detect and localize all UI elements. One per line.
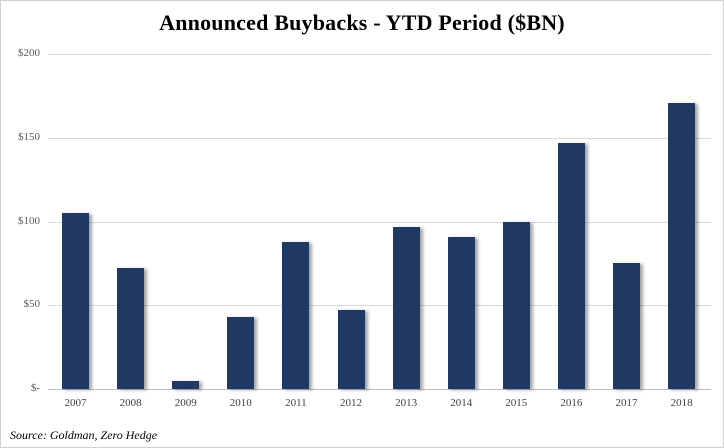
- gridline: [48, 305, 711, 307]
- bar-2008: [117, 268, 145, 389]
- bar-2018: [668, 102, 696, 389]
- bar-2016: [557, 142, 585, 389]
- bar-2012: [337, 310, 365, 389]
- y-tick-label: $-: [30, 382, 40, 394]
- bar-2013: [392, 226, 420, 389]
- x-tick-label: 2014: [450, 397, 473, 409]
- x-tick-label: 2015: [505, 397, 528, 409]
- gridline: [48, 54, 711, 55]
- x-tick-label: 2018: [670, 397, 693, 409]
- gridline: [48, 137, 711, 139]
- bar-2010: [227, 316, 255, 389]
- y-tick-label: $50: [23, 298, 41, 311]
- bar-2015: [502, 221, 530, 389]
- bar-2011: [282, 241, 310, 389]
- source-note: Source: Goldman, Zero Hedge: [10, 428, 158, 442]
- y-tick-label: $200: [18, 47, 40, 59]
- bar-2009: [172, 380, 200, 389]
- x-tick-label: 2016: [560, 397, 583, 409]
- x-tick-label: 2007: [64, 397, 87, 409]
- bar-2014: [447, 236, 475, 389]
- y-tick-label: $100: [18, 214, 40, 227]
- y-tick-label: $150: [18, 130, 40, 143]
- x-tick-label: 2011: [285, 397, 307, 409]
- gridline: [48, 221, 711, 223]
- x-tick-label: 2010: [229, 397, 252, 409]
- x-tick-label: 2017: [615, 397, 638, 409]
- x-axis-line: [48, 389, 711, 390]
- bar-2017: [613, 263, 640, 389]
- x-tick-label: 2013: [395, 397, 418, 409]
- x-tick-label: 2012: [340, 397, 362, 409]
- bar-2007: [62, 213, 89, 389]
- x-tick-label: 2008: [119, 397, 142, 409]
- plot-area: [48, 54, 711, 390]
- x-tick-label: 2009: [174, 397, 197, 409]
- chart-title: Announced Buybacks - YTD Period ($BN): [159, 10, 565, 35]
